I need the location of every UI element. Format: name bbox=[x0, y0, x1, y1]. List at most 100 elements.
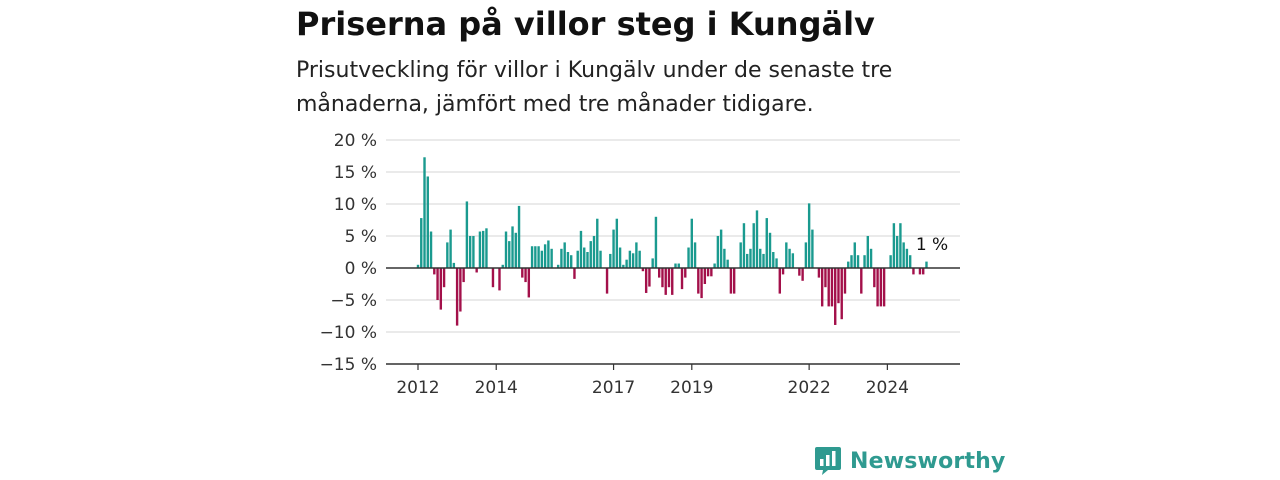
bar-2023-05 bbox=[860, 268, 863, 294]
x-axis-labels: 2012 2014 2017 2019 2022 2024 bbox=[396, 364, 909, 398]
bar-2022-08 bbox=[830, 268, 834, 307]
bar-2015-09 bbox=[560, 248, 563, 268]
bar-2024-11 bbox=[918, 268, 922, 275]
bar-2016-04 bbox=[583, 247, 586, 268]
bar-2019-10 bbox=[719, 229, 723, 268]
bar-2018-11 bbox=[684, 268, 687, 278]
bar-2022-10 bbox=[837, 268, 840, 304]
bar-2014-11 bbox=[527, 268, 531, 298]
bar-2022-09 bbox=[834, 268, 837, 325]
bar-2017-10 bbox=[641, 268, 645, 272]
bar-2023-02 bbox=[850, 255, 853, 268]
bar-2017-08 bbox=[635, 242, 638, 268]
bar-2019-08 bbox=[713, 263, 716, 268]
bar-2022-02 bbox=[811, 229, 814, 268]
bar-2015-02 bbox=[537, 246, 540, 268]
bar-2020-01 bbox=[729, 268, 733, 294]
last-value-label: 1 % bbox=[916, 235, 948, 255]
bar-2020-08 bbox=[752, 223, 755, 268]
bar-2014-06 bbox=[511, 226, 514, 268]
bar-2020-04 bbox=[739, 242, 742, 268]
bar-2022-01 bbox=[807, 203, 811, 268]
bar-2019-02 bbox=[693, 242, 697, 268]
x-tick-label: 2022 bbox=[788, 378, 831, 398]
bar-2018-07 bbox=[671, 268, 674, 295]
bar-2012-10 bbox=[446, 242, 449, 268]
axes bbox=[386, 267, 960, 365]
bar-2023-08 bbox=[869, 248, 873, 268]
bar-2015-11 bbox=[566, 252, 570, 268]
bar-2020-11 bbox=[762, 253, 765, 268]
bar-2024-07 bbox=[905, 248, 909, 268]
x-tick-label: 2024 bbox=[866, 378, 909, 398]
bar-2023-09 bbox=[873, 268, 876, 288]
bar-2016-07 bbox=[592, 236, 596, 268]
bar-2015-03 bbox=[540, 250, 544, 268]
bar-2022-11 bbox=[840, 268, 843, 320]
bar-2012-06 bbox=[433, 268, 436, 275]
bar-2012-02 bbox=[420, 218, 423, 268]
bar-2024-06 bbox=[902, 242, 905, 268]
bar-2017-05 bbox=[625, 259, 628, 268]
y-tick-label: 10 % bbox=[334, 195, 377, 215]
bar-2017-09 bbox=[638, 250, 641, 268]
bar-2020-10 bbox=[759, 248, 762, 268]
bar-2022-12 bbox=[843, 268, 847, 294]
bar-2015-04 bbox=[543, 244, 547, 268]
bar-2017-12 bbox=[648, 268, 651, 287]
bar-2013-07 bbox=[475, 268, 478, 273]
bar-2012-05 bbox=[429, 231, 433, 268]
bar-2018-10 bbox=[680, 268, 684, 290]
bar-2013-10 bbox=[485, 228, 488, 268]
bar-2014-02 bbox=[498, 268, 501, 291]
bar-2018-01 bbox=[651, 258, 654, 268]
bar-2021-05 bbox=[781, 268, 785, 275]
bar-2022-04 bbox=[817, 268, 821, 278]
y-axis-labels: 20 % 15 % 10 % 5 % 0 % −5 % −10 % −15 % bbox=[320, 131, 377, 375]
chart-title: Priserna på villor steg i Kungälv bbox=[296, 5, 875, 43]
y-tick-label: −15 % bbox=[320, 355, 377, 375]
bar-2016-05 bbox=[586, 252, 589, 268]
bar-2019-05 bbox=[703, 268, 707, 284]
bar-2015-06 bbox=[550, 248, 553, 268]
bar-2014-09 bbox=[521, 268, 524, 278]
bar-2014-05 bbox=[508, 241, 511, 268]
bar-2023-11 bbox=[879, 268, 883, 307]
bar-2012-08 bbox=[439, 268, 443, 310]
bar-2014-08 bbox=[517, 205, 521, 268]
bar-2014-07 bbox=[514, 232, 517, 268]
bar-2020-09 bbox=[755, 210, 759, 268]
bar-2024-08 bbox=[908, 255, 912, 268]
bar-2018-08 bbox=[674, 263, 677, 268]
bar-2024-02 bbox=[889, 255, 892, 268]
bar-2013-08 bbox=[478, 231, 482, 268]
y-tick-label: 20 % bbox=[334, 131, 377, 151]
bar-2018-02 bbox=[654, 216, 658, 268]
bar-2023-10 bbox=[876, 268, 879, 307]
bar-2019-07 bbox=[710, 268, 713, 277]
bar-2018-04 bbox=[661, 268, 664, 288]
bar-2012-01 bbox=[416, 264, 420, 268]
y-tick-label: 5 % bbox=[345, 227, 377, 247]
bar-2024-12 bbox=[922, 268, 925, 275]
bar-2012-07 bbox=[436, 268, 439, 300]
bar-2013-09 bbox=[481, 230, 485, 268]
x-tick-label: 2019 bbox=[670, 378, 713, 398]
bar-2023-03 bbox=[853, 242, 856, 268]
bar-2019-04 bbox=[700, 268, 703, 299]
bar-2021-07 bbox=[788, 248, 791, 268]
bar-2023-12 bbox=[882, 268, 886, 307]
bar-2021-02 bbox=[772, 252, 775, 268]
bars bbox=[416, 157, 928, 326]
grid-lines bbox=[386, 139, 960, 365]
bar-2017-07 bbox=[631, 253, 635, 268]
bar-2022-05 bbox=[820, 268, 824, 307]
bar-2021-11 bbox=[801, 268, 804, 281]
bar-2019-09 bbox=[716, 236, 720, 268]
bar-2017-11 bbox=[644, 268, 648, 293]
bar-2021-10 bbox=[798, 268, 801, 276]
bar-2021-12 bbox=[804, 242, 808, 268]
bar-2015-12 bbox=[570, 255, 573, 268]
x-tick-label: 2017 bbox=[592, 378, 635, 398]
